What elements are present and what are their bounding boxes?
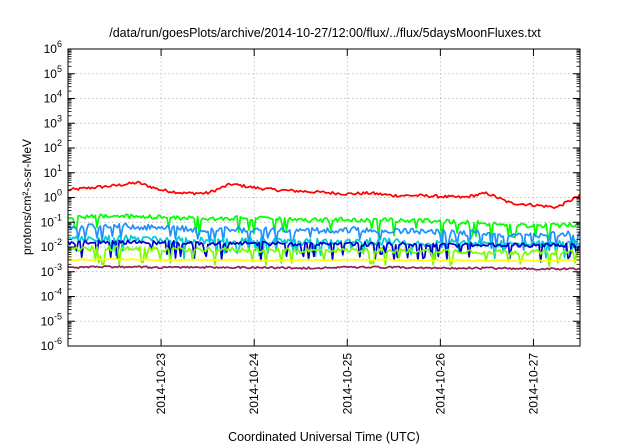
x-tick-label: 2014-10-26 — [433, 353, 447, 415]
series-line — [67, 239, 581, 263]
y-tick-label: 101 — [44, 163, 62, 180]
y-tick-label: 10-1 — [41, 212, 62, 229]
x-axis-ticks: 2014-10-23 2014-10-24 2014-10-25 2014-10-26… — [154, 49, 540, 414]
y-tick-label: 104 — [44, 89, 62, 106]
series-line — [67, 265, 581, 271]
series-line — [67, 257, 581, 263]
y-tick-label: 10-3 — [41, 262, 62, 279]
series-line — [67, 222, 581, 252]
series-line — [67, 180, 581, 210]
y-tick-label: 102 — [44, 138, 62, 155]
y-tick-label: 100 — [44, 188, 62, 205]
data-series — [67, 180, 581, 271]
y-tick-label: 10-5 — [41, 311, 62, 328]
y-tick-label: 106 — [44, 39, 62, 56]
x-tick-label: 2014-10-25 — [340, 353, 354, 415]
series-line — [67, 213, 581, 241]
y-tick-label: 10-2 — [41, 237, 62, 254]
series-line — [68, 234, 581, 260]
y-axis-ticks: 106 105 104 103 102 101 100 10-1 10-2 10-3 10-4 10-… — [41, 39, 580, 353]
y-axis-label: protons/cm²-s-sr-MeV — [20, 139, 34, 255]
x-axis-label: Coordinated Universal Time (UTC) — [228, 430, 420, 444]
y-tick-label: 10-6 — [41, 336, 62, 353]
chart-title: /data/run/goesPlots/archive/2014-10-27/1… — [109, 26, 541, 40]
y-tick-label: 103 — [44, 113, 62, 130]
x-tick-label: 2014-10-23 — [154, 353, 168, 415]
x-tick-label: 2014-10-24 — [247, 353, 261, 415]
y-tick-label: 105 — [44, 64, 62, 81]
x-tick-label: 2014-10-27 — [526, 353, 540, 415]
y-tick-label: 10-4 — [41, 287, 62, 304]
grid-lines — [68, 48, 580, 347]
